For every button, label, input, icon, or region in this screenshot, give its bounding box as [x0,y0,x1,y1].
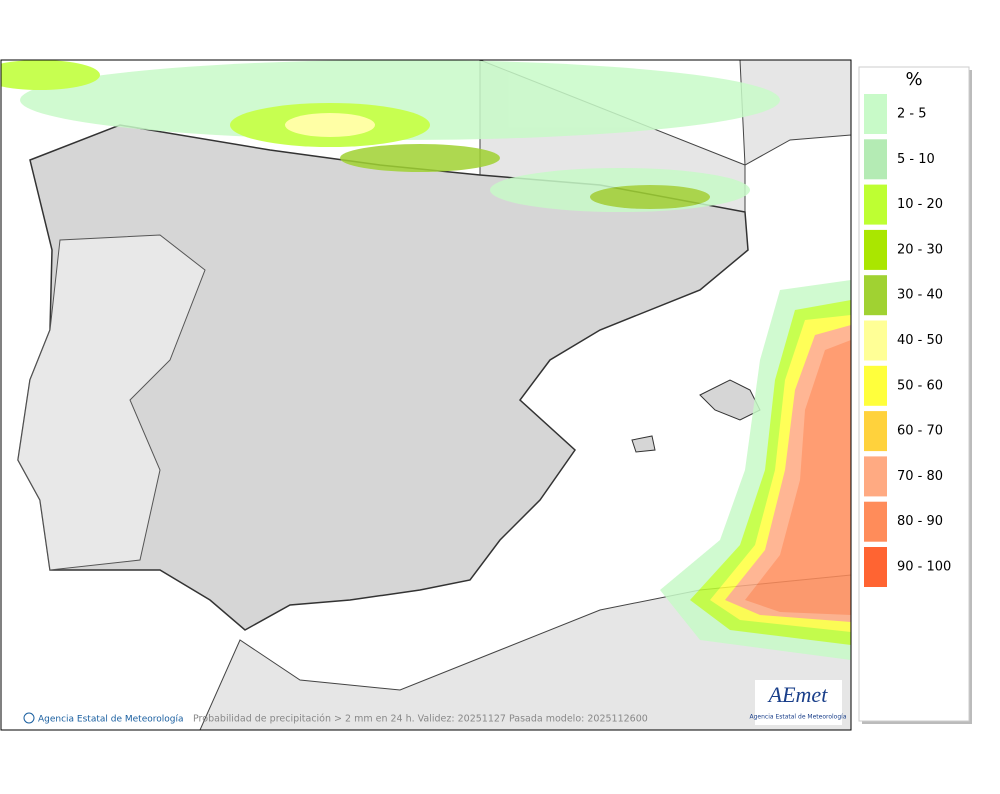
legend-swatch [864,456,887,497]
copyright-icon [23,712,35,724]
legend-label: 2 - 5 [897,107,927,122]
legend-swatch [864,139,887,180]
map [1,60,851,730]
legend-label: 10 - 20 [897,197,943,212]
legend-swatch [864,547,887,587]
legend-swatch [864,94,887,134]
legend-items: 2 - 5 5 - 10 10 - 20 20 - 30 30 - 40 40 - 50 5… [864,94,951,587]
legend-title: % [905,69,922,90]
legend-swatch [864,365,887,406]
legend-label: 60 - 70 [897,424,943,439]
legend-swatch [864,411,887,452]
legend-swatch [864,501,887,542]
portugal [17,234,206,571]
legend-label: 90 - 100 [897,560,951,575]
legend-label: 70 - 80 [897,469,943,484]
legend-label: 5 - 10 [897,152,935,167]
caption: Probabilidad de precipitación > 2 mm en … [193,714,648,725]
precipitation [1,60,851,660]
legend-label: 30 - 40 [897,288,943,303]
legend-label: 50 - 60 [897,378,943,393]
map-frame [0,59,852,731]
legend-swatch [864,320,887,361]
logo: AEmet [767,682,829,707]
legend-label: 20 - 30 [897,242,943,257]
legend-swatch [864,229,887,270]
legend-swatch [864,275,887,316]
legend-label: 80 - 90 [897,514,943,529]
logo-subtitle: Agencia Estatal de Meteorología [750,714,847,721]
legend-swatch [864,184,887,225]
credit: Agencia Estatal de Meteorología [38,715,184,725]
legend-label: 40 - 50 [897,333,943,348]
ibiza [631,435,656,453]
logo-box [755,680,842,725]
